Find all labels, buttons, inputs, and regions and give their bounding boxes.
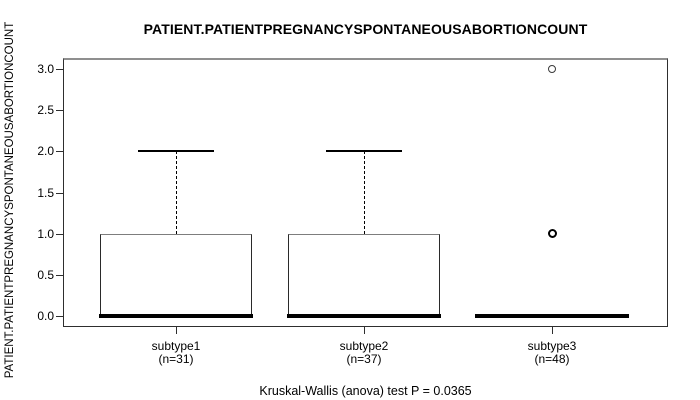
y-axis-tick [56,233,63,235]
box [288,233,440,316]
x-axis-tick [552,327,553,334]
whisker-line [364,151,365,234]
outlier-point [548,65,556,73]
x-category-count: (n=37) [346,352,382,366]
median-line [475,314,629,318]
box [100,233,252,316]
y-axis-tick [56,110,63,112]
y-axis-tick [56,69,63,70]
x-category-name: subtype1 [151,339,201,353]
x-category-count: (n=31) [158,352,194,366]
y-axis-tick [56,192,63,194]
stat-test-caption: Kruskal-Wallis (anova) test P = 0.0365 [259,384,472,398]
whisker-line [176,151,177,234]
whisker-cap [138,150,214,153]
whisker-cap [326,150,402,153]
x-category-name: subtype2 [339,339,389,353]
y-tick-label: 2.0 [37,144,54,159]
y-tick-label: 1.5 [37,185,54,200]
y-axis-tick [56,274,63,276]
x-category-count: (n=48) [534,352,570,366]
y-tick-label: 2.5 [37,103,54,118]
x-category-name: subtype3 [527,339,577,353]
x-category-label: subtype2 (n=37) [294,340,434,366]
y-tick-label: 0.0 [37,309,54,323]
median-line [99,314,253,318]
y-axis-tick [56,151,63,153]
x-axis-tick [176,327,177,334]
x-category-label: subtype3 (n=48) [482,340,622,366]
plot-area [56,58,668,334]
y-axis-tick [56,316,63,317]
y-tick-label: 1.0 [37,226,54,241]
chart-title: PATIENT.PATIENTPREGNANCYSPONTANEOUSABORT… [143,21,588,37]
x-axis-tick [364,327,365,334]
y-tick-label: 3.0 [37,62,54,76]
median-line [287,314,441,318]
outlier-point [547,229,557,239]
y-axis-label: PATIENT.PATIENTPREGNANCYSPONTANEOUSABORT… [4,21,16,379]
x-category-label: subtype1 (n=31) [106,340,246,366]
y-tick-label: 0.5 [37,267,54,282]
